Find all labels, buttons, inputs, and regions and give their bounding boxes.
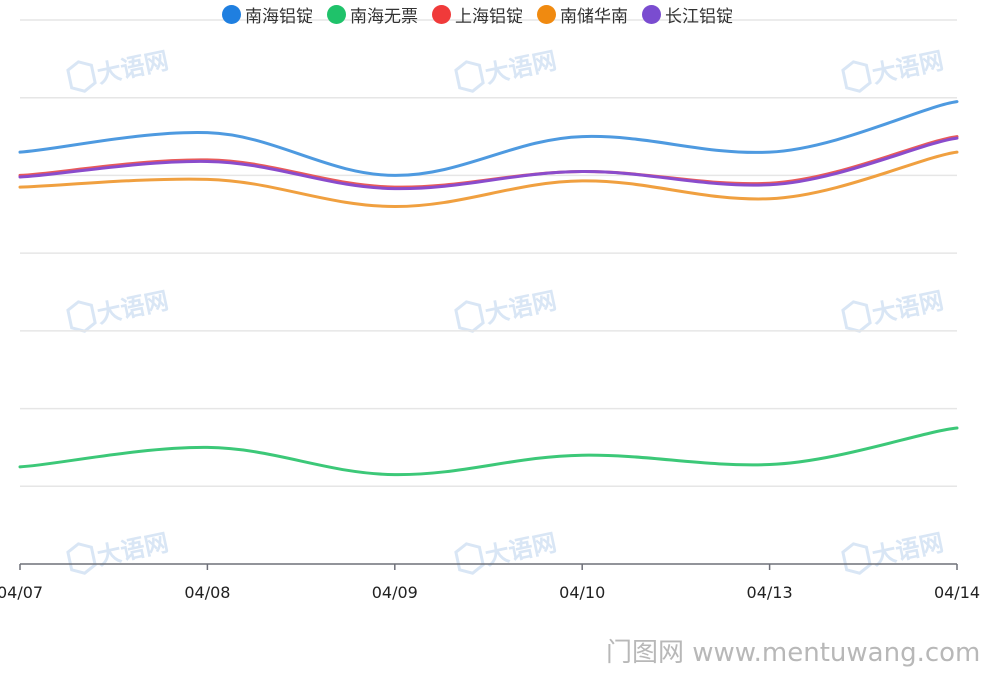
- x-tick-label: 04/14: [934, 583, 980, 602]
- legend-item-3[interactable]: 南储华南: [537, 2, 628, 27]
- x-tick-label: 04/09: [372, 583, 418, 602]
- series-line-1[interactable]: [18, 426, 959, 477]
- watermark-hex-icon: [66, 60, 97, 93]
- watermark-logo: 大语网: [66, 46, 171, 93]
- watermark-logo: 大语网: [66, 528, 171, 575]
- watermark-text: 大语网: [870, 286, 946, 328]
- watermark-logo: 大语网: [454, 46, 559, 93]
- series-line-4[interactable]: [18, 136, 959, 191]
- legend-label: 上海铝锭: [455, 6, 523, 27]
- watermark-hex-icon: [454, 60, 485, 93]
- legend-marker-icon: [537, 4, 556, 24]
- x-tick-label: 04/08: [184, 583, 230, 602]
- legend-marker-icon: [327, 4, 346, 24]
- watermark-logo: 大语网: [841, 286, 946, 333]
- legend-item-2[interactable]: 上海铝锭: [432, 2, 523, 27]
- watermark-hex-icon: [841, 60, 872, 93]
- legend-item-0[interactable]: 南海铝锭: [222, 2, 313, 27]
- legend-label: 长江铝锭: [665, 6, 733, 27]
- series-line-3[interactable]: [18, 150, 959, 209]
- watermark-hex-icon: [841, 542, 872, 575]
- x-axis: 04/07 04/08 04/09 04/10 04/13 04/14: [0, 563, 980, 602]
- legend-marker-icon: [222, 4, 241, 24]
- watermark-hex-icon: [454, 300, 485, 333]
- legend-item-4[interactable]: 长江铝锭: [642, 2, 733, 27]
- legend-label: 南海无票: [350, 6, 418, 27]
- x-tick-label: 04/07: [0, 583, 43, 602]
- x-tick-label: 04/10: [559, 583, 605, 602]
- series-layer: [18, 100, 959, 477]
- watermark-text: 大语网: [870, 46, 946, 88]
- watermark-logo: 大语网: [454, 528, 559, 575]
- legend-label: 南海铝锭: [245, 6, 313, 27]
- legend-label: 南储华南: [560, 6, 628, 27]
- legend-marker-icon: [642, 4, 661, 24]
- watermark-hex-icon: [66, 542, 97, 575]
- watermark-hex-icon: [841, 300, 872, 333]
- watermark-logo: 大语网: [841, 528, 946, 575]
- x-tick-label: 04/13: [747, 583, 793, 602]
- watermark-text: 大语网: [483, 286, 559, 328]
- watermark-logo: 大语网: [66, 286, 171, 333]
- watermark-hex-icon: [454, 542, 485, 575]
- grid-lines: [20, 19, 957, 488]
- series-line-0[interactable]: [18, 100, 959, 177]
- legend-marker-icon: [432, 4, 451, 24]
- watermark-text: 大语网: [95, 286, 171, 328]
- watermark-text: 大语网: [95, 46, 171, 88]
- watermark-logo: 大语网: [841, 46, 946, 93]
- watermark-text: 大语网: [483, 46, 559, 88]
- legend-item-1[interactable]: 南海无票: [327, 2, 418, 27]
- watermark-hex-icon: [66, 300, 97, 333]
- site-watermark: 门图网 www.mentuwang.com: [606, 638, 981, 668]
- watermark-logo: 大语网: [454, 286, 559, 333]
- legend: 南海铝锭 南海无票 上海铝锭 南储华南 长江铝锭: [222, 0, 733, 28]
